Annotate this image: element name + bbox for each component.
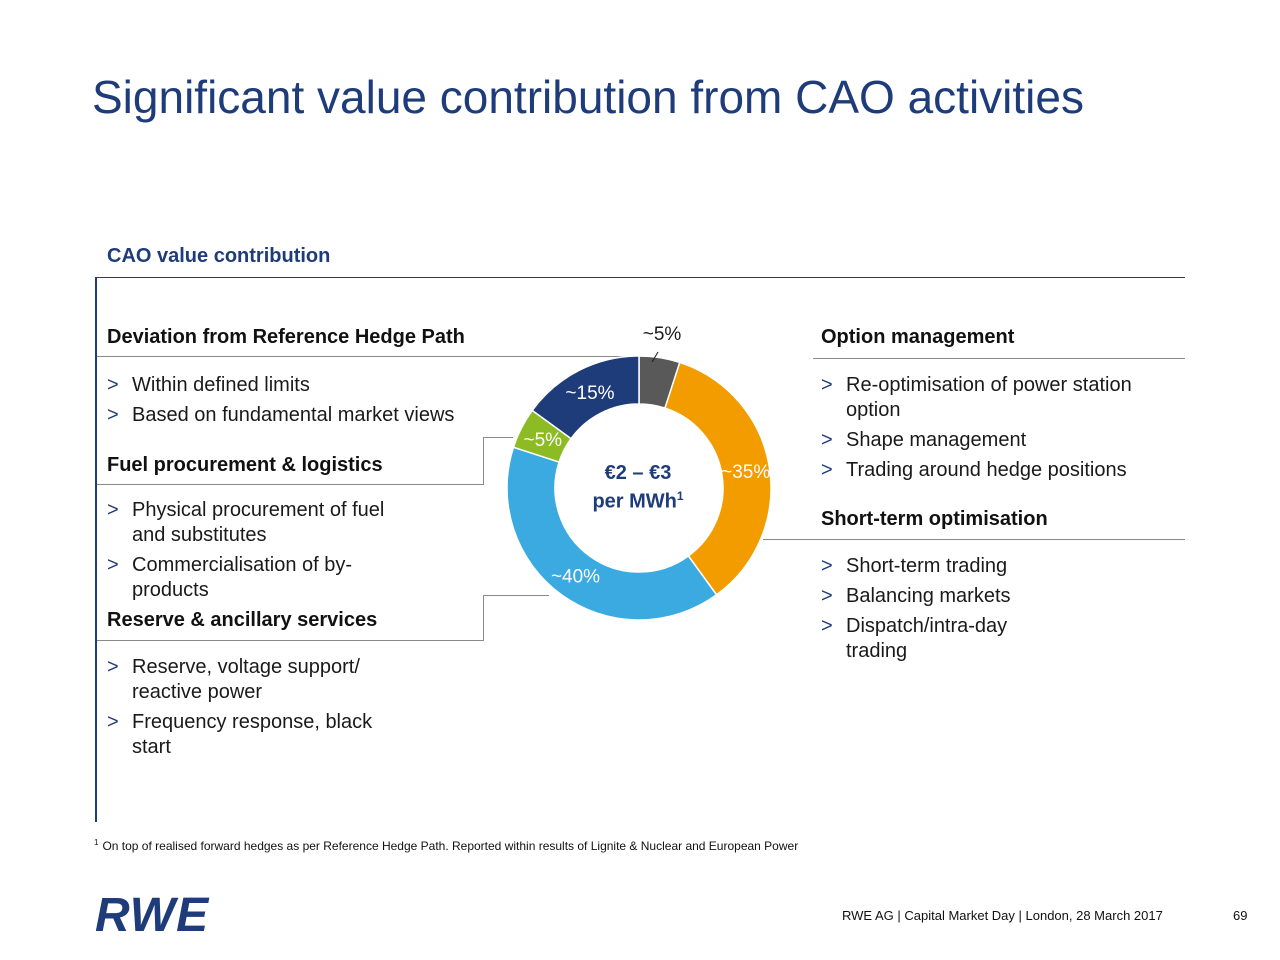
list-item: > Re-optimisation of power station option [821,374,1132,421]
right-heading-option: Option management [821,326,1015,348]
list-item: > Within defined limits [107,374,310,396]
connector-fuel-vertical [483,437,484,485]
list-item: > Based on fundamental market views [107,404,455,426]
list-item: > Dispatch/intra-day trading [821,615,1008,662]
donut-slice [531,355,640,440]
footer-text: RWE AG | Capital Market Day | London, 28… [842,908,1163,923]
list-item: > Shape management [821,429,1027,451]
donut-center-line2: per MWh1 [592,489,684,513]
connector-fuel-horizontal [483,437,513,438]
left-list-deviation: > Within defined limits > Based on fundame… [107,373,507,433]
list-item: > Frequency response, black start [107,711,373,758]
right-rule-option [813,358,1185,359]
left-heading-deviation: Deviation from Reference Hedge Path [107,326,465,348]
right-list-shortterm: > Short-term trading > Balancing markets >… [821,554,1061,669]
list-item: > Reserve, voltage support/ reactive powe… [107,656,360,703]
left-rule-reserve [97,640,483,641]
list-item: > Physical procurement of fuel and substi… [107,499,385,546]
right-heading-shortterm: Short-term optimisation [821,508,1048,530]
page-number: 69 [1233,908,1248,923]
leader-line [651,351,659,363]
donut-center-label: €2 – €3 per MWh1 [578,462,698,514]
left-vertical-rule [95,277,97,822]
left-heading-reserve: Reserve & ancillary services [107,609,378,631]
left-list-fuel: > Physical procurement of fuel and substi… [107,498,407,608]
data-label: ~5% [523,430,562,451]
right-list-option: > Re-optimisation of power station option… [821,373,1161,488]
left-list-reserve: > Reserve, voltage support/ reactive powe… [107,655,387,765]
data-label: ~40% [551,566,600,587]
left-rule-deviation [97,356,627,357]
left-heading-fuel: Fuel procurement & logistics [107,454,383,476]
connector-reserve-vertical [483,595,484,641]
data-label: ~35% [721,462,770,483]
rwe-logo: RWE [95,889,210,942]
donut-slice [506,446,718,621]
donut-slice [664,361,772,596]
left-rule-fuel [97,484,483,485]
section-subtitle: CAO value contribution [107,245,331,267]
top-rule [97,277,1185,278]
page-title: Significant value contribution from CAO … [92,71,1084,123]
data-label: ~5% [643,324,682,345]
list-item: > Balancing markets [821,585,1011,607]
data-label: ~15% [565,383,614,404]
list-item: > Short-term trading [821,555,1008,577]
connector-reserve-horizontal [483,595,549,596]
list-item: > Trading around hedge positions [821,459,1127,481]
donut-center-line1: €2 – €3 [604,462,672,484]
right-rule-shortterm [763,539,1185,540]
footnote: 1 On top of realised forward hedges as pe… [94,838,799,853]
list-item: > Commercialisation of by-products [107,554,353,601]
